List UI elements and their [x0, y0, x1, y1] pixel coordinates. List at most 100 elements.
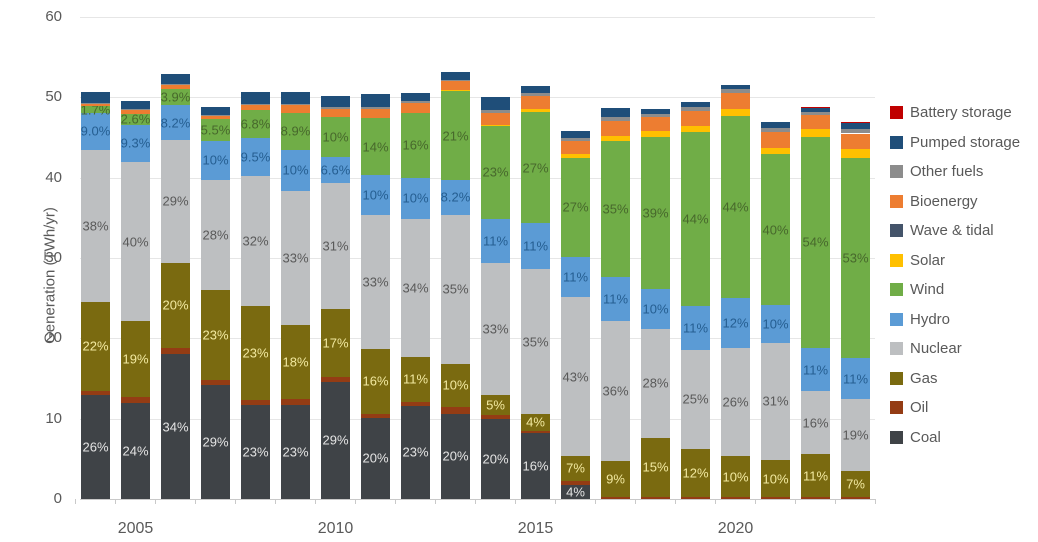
segment-hydro-2014[interactable]: 11% [481, 218, 510, 263]
segment-nuclear-2020[interactable]: 26% [721, 347, 750, 456]
segment-wind-2019[interactable]: 44% [681, 131, 710, 307]
segment-solar-2021[interactable] [761, 147, 790, 155]
segment-hydro-2016[interactable]: 11% [561, 257, 590, 298]
segment-other-fuels-2016[interactable] [561, 137, 590, 141]
segment-pumped-storage-2008[interactable] [241, 91, 270, 104]
segment-coal-2006[interactable]: 34% [161, 354, 190, 499]
segment-oil-2013[interactable] [441, 406, 470, 414]
legend-item-gas[interactable]: Gas [890, 364, 1020, 394]
segment-other-fuels-2005[interactable] [121, 108, 150, 111]
segment-coal-2007[interactable]: 29% [201, 384, 230, 499]
segment-gas-2005[interactable]: 19% [121, 321, 150, 397]
segment-hydro-2008[interactable]: 9.5% [241, 137, 270, 177]
segment-nuclear-2011[interactable]: 33% [361, 215, 390, 349]
segment-bioenergy-2006[interactable] [161, 84, 190, 89]
segment-oil-2012[interactable] [401, 401, 430, 406]
segment-oil-2017[interactable] [601, 496, 630, 499]
segment-coal-2016[interactable]: 4% [561, 484, 590, 499]
segment-hydro-2009[interactable]: 10% [281, 149, 310, 191]
segment-other-fuels-2017[interactable] [601, 117, 630, 121]
segment-nuclear-2014[interactable]: 33% [481, 262, 510, 396]
segment-gas-2008[interactable]: 23% [241, 306, 270, 401]
segment-oil-2014[interactable] [481, 415, 510, 419]
segment-pumped-storage-2015[interactable] [521, 86, 550, 94]
segment-bioenergy-2016[interactable] [561, 140, 590, 154]
segment-oil-2021[interactable] [761, 497, 790, 499]
segment-gas-2006[interactable]: 20% [161, 262, 190, 348]
segment-pumped-storage-2012[interactable] [401, 93, 430, 101]
segment-gas-2022[interactable]: 11% [801, 454, 830, 498]
segment-other-fuels-2011[interactable] [361, 107, 390, 110]
segment-wind-2009[interactable]: 8.9% [281, 113, 310, 150]
segment-hydro-2011[interactable]: 10% [361, 175, 390, 216]
segment-other-fuels-2013[interactable] [441, 79, 470, 82]
segment-bioenergy-2013[interactable] [441, 81, 470, 91]
legend-item-wave-and-tidal[interactable]: Wave & tidal [890, 216, 1020, 246]
segment-bioenergy-2022[interactable] [801, 115, 830, 129]
segment-nuclear-2009[interactable]: 33% [281, 190, 310, 326]
segment-coal-2008[interactable]: 23% [241, 405, 270, 499]
segment-other-fuels-2007[interactable] [201, 115, 230, 116]
segment-hydro-2012[interactable]: 10% [401, 177, 430, 219]
segment-bioenergy-2011[interactable] [361, 109, 390, 119]
segment-solar-2019[interactable] [681, 126, 710, 132]
segment-wind-2012[interactable]: 16% [401, 112, 430, 178]
segment-coal-2015[interactable]: 16% [521, 433, 550, 499]
segment-hydro-2013[interactable]: 8.2% [441, 180, 470, 215]
segment-oil-2015[interactable] [521, 430, 550, 434]
segment-gas-2010[interactable]: 17% [321, 308, 350, 377]
segment-oil-2022[interactable] [801, 497, 830, 499]
legend-item-coal[interactable]: Coal [890, 423, 1020, 453]
segment-nuclear-2018[interactable]: 28% [641, 328, 670, 438]
segment-hydro-2023[interactable]: 11% [841, 357, 870, 400]
segment-gas-2018[interactable]: 15% [641, 437, 670, 497]
segment-oil-2020[interactable] [721, 497, 750, 499]
segment-nuclear-2008[interactable]: 32% [241, 176, 270, 307]
legend-item-battery-storage[interactable]: Battery storage [890, 98, 1020, 128]
segment-bioenergy-2017[interactable] [601, 120, 630, 136]
segment-hydro-2004[interactable]: 9.0% [81, 113, 110, 150]
segment-oil-2010[interactable] [321, 376, 350, 382]
segment-hydro-2006[interactable]: 8.2% [161, 105, 190, 140]
segment-wind-2008[interactable]: 6.8% [241, 110, 270, 138]
segment-oil-2011[interactable] [361, 413, 390, 418]
segment-nuclear-2010[interactable]: 31% [321, 183, 350, 309]
segment-oil-2019[interactable] [681, 496, 710, 499]
segment-bioenergy-2019[interactable] [681, 111, 710, 127]
segment-hydro-2010[interactable]: 6.6% [321, 156, 350, 184]
segment-nuclear-2016[interactable]: 43% [561, 297, 590, 456]
segment-wind-2017[interactable]: 35% [601, 140, 630, 278]
segment-bioenergy-2021[interactable] [761, 131, 790, 148]
segment-coal-2012[interactable]: 23% [401, 405, 430, 499]
legend-item-oil[interactable]: Oil [890, 393, 1020, 423]
legend-item-bioenergy[interactable]: Bioenergy [890, 187, 1020, 217]
segment-hydro-2021[interactable]: 10% [761, 305, 790, 344]
segment-gas-2021[interactable]: 10% [761, 459, 790, 498]
segment-hydro-2017[interactable]: 11% [601, 277, 630, 321]
segment-oil-2009[interactable] [281, 399, 310, 406]
segment-gas-2011[interactable]: 16% [361, 348, 390, 414]
segment-bioenergy-2010[interactable] [321, 108, 350, 117]
segment-solar-2022[interactable] [801, 128, 830, 137]
segment-pumped-storage-2022[interactable] [801, 107, 830, 112]
segment-other-fuels-2020[interactable] [721, 89, 750, 94]
segment-pumped-storage-2013[interactable] [441, 72, 470, 80]
segment-pumped-storage-2009[interactable] [281, 91, 310, 104]
segment-gas-2013[interactable]: 10% [441, 364, 470, 407]
segment-hydro-2020[interactable]: 12% [721, 298, 750, 348]
segment-pumped-storage-2019[interactable] [681, 102, 710, 107]
segment-wind-2005[interactable]: 2.6% [121, 112, 151, 127]
segment-wind-2022[interactable]: 54% [801, 136, 830, 348]
segment-pumped-storage-2023[interactable] [841, 123, 870, 130]
segment-pumped-storage-2006[interactable] [161, 74, 190, 84]
segment-coal-2013[interactable]: 20% [441, 413, 470, 499]
segment-pumped-storage-2017[interactable] [601, 107, 630, 118]
segment-nuclear-2006[interactable]: 29% [161, 139, 190, 263]
segment-solar-2015[interactable] [521, 108, 550, 112]
segment-other-fuels-2006[interactable] [161, 83, 190, 85]
segment-pumped-storage-2021[interactable] [761, 122, 790, 128]
segment-solar-2023[interactable] [841, 148, 870, 158]
legend-item-hydro[interactable]: Hydro [890, 305, 1020, 335]
segment-other-fuels-2018[interactable] [641, 114, 670, 117]
segment-gas-2019[interactable]: 12% [681, 449, 710, 497]
